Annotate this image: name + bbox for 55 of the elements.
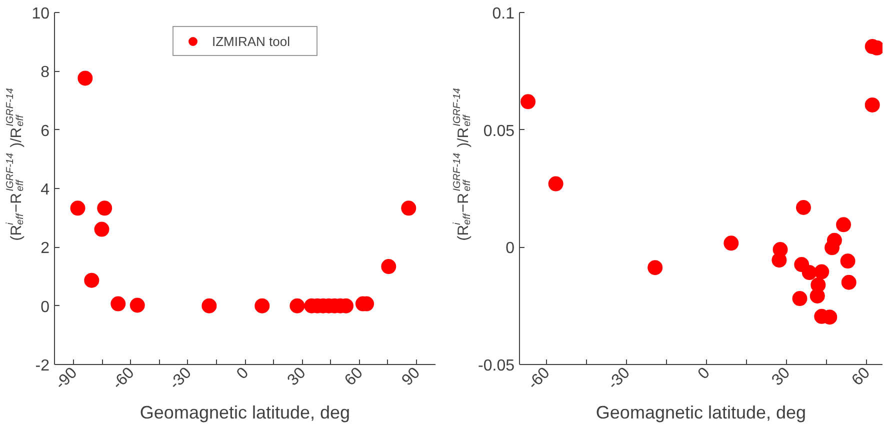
y-tick-label: 0 (506, 240, 515, 258)
point (202, 298, 217, 314)
point (796, 200, 811, 215)
point (810, 288, 825, 304)
point (864, 97, 880, 112)
point (840, 254, 856, 268)
point (814, 264, 830, 280)
y-tick-label: 2 (40, 240, 50, 258)
x-tick-label: -30 (166, 364, 195, 393)
x-tick-label: -90 (52, 364, 81, 393)
y-tick-label: -0.05 (478, 358, 515, 374)
point (94, 222, 110, 237)
point (130, 298, 145, 313)
point (802, 265, 817, 280)
x-tick-label: -60 (109, 364, 138, 393)
x-tick-label: 0 (695, 364, 714, 383)
point (826, 232, 842, 248)
x-tick-label: -30 (604, 364, 634, 393)
point (110, 296, 126, 312)
x-tick-label: 30 (284, 364, 310, 390)
legend-label: IZMIRAN tool (212, 34, 292, 48)
x-axis-title: Geomagnetic latitude, deg (140, 402, 350, 422)
x-tick-label: 0 (234, 364, 252, 383)
point (70, 200, 86, 216)
y-tick-label: 8 (40, 64, 50, 82)
point (772, 252, 787, 268)
point (548, 176, 564, 192)
x-tick-label: -60 (524, 364, 554, 393)
point (792, 291, 808, 306)
y-tick-label: 0.05 (483, 122, 515, 140)
point (841, 274, 856, 290)
text: (Rieff−RIGRF-14eff)/RIGRF-14eff (452, 88, 473, 241)
point (97, 200, 112, 216)
y-tick-label: 0.1 (492, 6, 515, 22)
text: (Rieff−RIGRF-14eff)/RIGRF-14eff (5, 88, 26, 241)
point (290, 298, 305, 314)
y-tick-label: 10 (32, 6, 50, 22)
y-tick-label: 0 (40, 298, 50, 316)
point (78, 70, 93, 86)
point (401, 200, 416, 216)
point (648, 260, 663, 276)
y-tick-label: 4 (40, 182, 50, 198)
point (84, 272, 100, 288)
point (381, 259, 396, 274)
x-tick-label: 30 (768, 364, 794, 390)
y-tick-label: -2 (35, 358, 50, 374)
point (836, 217, 852, 232)
x-tick-label: 90 (398, 364, 424, 390)
x-tick-label: 60 (848, 364, 874, 390)
point (724, 236, 739, 251)
x-tick-label: 60 (342, 364, 366, 390)
y-tick-label: 6 (40, 122, 50, 140)
x-axis-title: Geomagnetic latitude, deg (596, 402, 806, 422)
point (254, 298, 270, 314)
point (520, 94, 536, 110)
